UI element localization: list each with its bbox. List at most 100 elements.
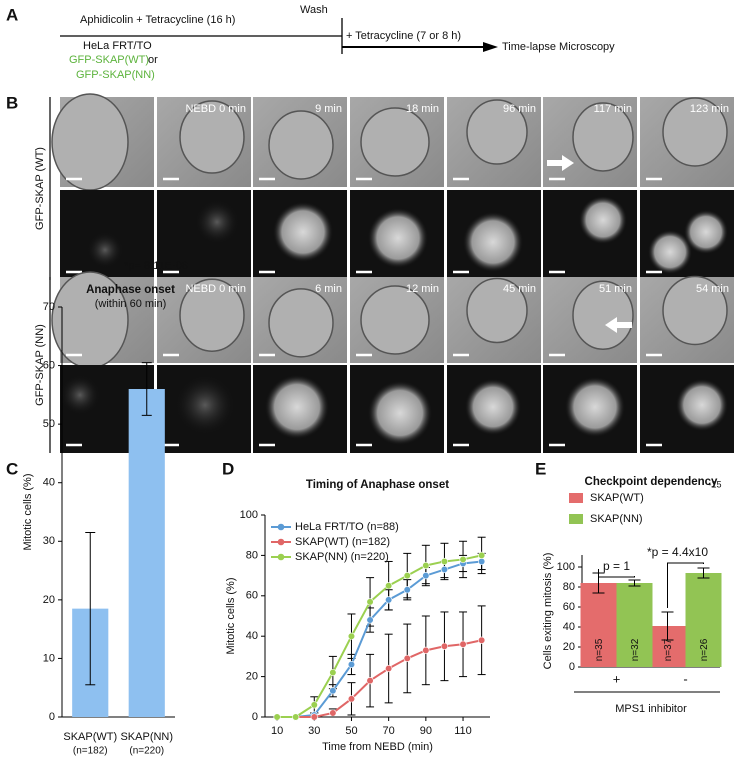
x-tick-label: 10: [271, 725, 283, 737]
time-label: 117 min: [594, 103, 632, 115]
data-point: [329, 687, 337, 695]
chart-title: Timing of Anaphase onset: [306, 479, 449, 491]
y-tick-label: 70: [43, 301, 55, 313]
y-tick-label: 60: [563, 601, 575, 613]
fluorescence-signal: [684, 210, 728, 254]
annotation-exponent: -15: [708, 479, 721, 489]
fluorescence-signal: [195, 200, 239, 244]
chart-title: Checkpoint dependency: [585, 476, 719, 488]
time-label: 123 min: [690, 103, 729, 115]
panel-letter: D: [222, 459, 234, 478]
y-tick-label: 60: [246, 590, 258, 602]
legend-label: SKAP(NN) (n=220): [295, 551, 389, 563]
significance-bracket: [598, 569, 635, 578]
row-label: GFP-SKAP (WT): [34, 147, 46, 230]
sample-size: (n=220): [129, 746, 164, 757]
x-tick-label: SKAP(NN): [120, 731, 173, 743]
cell-outline: [268, 110, 334, 180]
step-label: Aphidicolin + Tetracycline (16 h): [80, 14, 235, 26]
time-label: 6 min: [315, 283, 342, 295]
sample-size: n=26: [699, 638, 710, 661]
sample-size: n=32: [630, 638, 641, 661]
cell-outline: [466, 277, 528, 344]
y-tick-label: 40: [246, 630, 258, 642]
y-tick-label: 20: [43, 594, 55, 606]
arrow: [605, 317, 632, 333]
y-tick-label: 100: [240, 509, 258, 521]
sample-size: n=35: [594, 638, 605, 661]
data-point: [478, 636, 486, 644]
sample-size: n=37: [663, 638, 674, 661]
cell-outline: [466, 99, 528, 165]
time-label: 45 min: [503, 283, 536, 295]
fluorescence-signal: [87, 232, 123, 268]
significance-bracket: [667, 562, 704, 608]
x-tick-label: 90: [420, 725, 432, 737]
data-point: [478, 557, 486, 566]
data-point: [385, 664, 393, 673]
legend-label: SKAP(WT): [590, 492, 644, 504]
data-point: [347, 695, 356, 703]
wash-label: Wash: [300, 4, 328, 16]
y-tick-label: 80: [246, 549, 258, 561]
fluorescence-signal: [676, 379, 728, 431]
time-label: 96 min: [503, 103, 536, 115]
y-tick-label: 20: [246, 671, 258, 683]
bar: [128, 389, 165, 717]
data-point: [292, 713, 300, 721]
data-point: [385, 596, 393, 604]
cell-outline: [360, 285, 430, 355]
time-label: 54 min: [696, 283, 729, 295]
legend-label: HeLa FRT/TO (n=88): [295, 521, 399, 533]
data-point: [366, 598, 374, 606]
cell-outline: [179, 278, 245, 352]
series-line: [277, 554, 482, 718]
data-point: [422, 571, 430, 580]
conjunction: or: [148, 54, 158, 66]
series-line: [277, 560, 482, 718]
cell-outline: [662, 275, 728, 346]
cell-outline: [268, 288, 334, 358]
x-tick-label: 50: [345, 725, 357, 737]
chart-subtitle: (within 60 min): [95, 298, 167, 310]
data-point: [347, 632, 356, 640]
data-point: [329, 709, 337, 717]
y-axis-label: Cells exiting mitosis (%): [542, 553, 554, 670]
y-tick-label: 0: [252, 711, 258, 723]
x-tick-label: 70: [383, 725, 395, 737]
data-point: [403, 586, 411, 594]
data-point: [310, 713, 318, 721]
y-tick-label: 100: [557, 561, 575, 573]
time-label: 18 min: [406, 103, 439, 115]
data-point: [347, 660, 356, 669]
data-point: [403, 654, 411, 663]
bar: [685, 573, 722, 667]
construct: GFP-SKAP(WT): [69, 54, 149, 66]
x-tick-label: SKAP(WT): [63, 731, 117, 743]
cell-outline: [360, 107, 430, 177]
legend-marker: [277, 553, 285, 561]
fluorescence-signal: [368, 381, 432, 445]
legend-label: SKAP(WT) (n=182): [295, 536, 390, 548]
cell-outline: [51, 93, 129, 191]
panel-letter: B: [6, 93, 18, 112]
y-tick-label: 0: [569, 661, 575, 673]
time-label: 51 min: [599, 283, 632, 295]
cell-line: HeLa FRT/TO: [83, 40, 152, 52]
panel-letter: E: [535, 459, 546, 478]
annotation: *p= 8.11E-08: [124, 260, 188, 272]
y-tick-label: 30: [43, 535, 55, 547]
legend-label: SKAP(NN): [590, 513, 643, 525]
cell-outline: [179, 100, 245, 174]
panel-letter: C: [6, 459, 18, 478]
x-tick-label: +: [613, 671, 621, 686]
x-tick-label: -: [683, 671, 687, 686]
fluorescence-signal: [60, 375, 100, 415]
fluorescence-signal: [579, 196, 627, 244]
fluorescence-signal: [175, 375, 235, 435]
cell-outline: [662, 97, 728, 167]
data-point: [440, 642, 449, 650]
series-line: [277, 639, 482, 718]
y-tick-label: 50: [43, 418, 55, 430]
